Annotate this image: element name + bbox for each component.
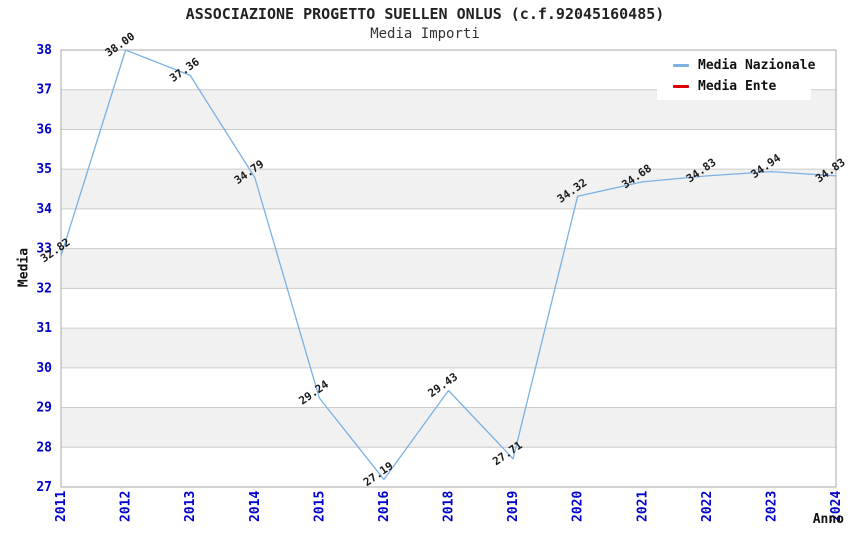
legend-item-label: Media Nazionale — [698, 58, 816, 73]
y-tick-label: 35 — [36, 162, 52, 177]
plot-band — [61, 407, 836, 448]
plot-border — [60, 49, 837, 488]
x-tick-label: 2019 — [506, 491, 521, 522]
point-label: 29.24 — [296, 378, 331, 408]
plot-band — [61, 328, 836, 368]
y-tick-label: 28 — [36, 440, 52, 455]
x-tick-label: 2024 — [829, 491, 844, 522]
series-line-media-nazionale — [60, 49, 837, 481]
y-tick-label: 31 — [36, 321, 52, 336]
x-tick-label: 2022 — [700, 491, 715, 522]
y-tick-label: 30 — [36, 361, 52, 376]
y-tick-label: 37 — [36, 83, 52, 98]
x-tick-label: 2014 — [248, 491, 263, 522]
x-tick-label: 2023 — [764, 491, 779, 522]
plot-band — [61, 248, 836, 289]
legend-item-media-ente: Media Ente — [673, 79, 811, 94]
point-label: 37.36 — [167, 55, 202, 85]
point-label: 29.43 — [426, 370, 461, 400]
x-tick-label: 2020 — [571, 491, 586, 522]
y-tick-label: 33 — [36, 242, 52, 257]
chart-subtitle: Media Importi — [370, 26, 480, 42]
x-tick-label: 2018 — [442, 491, 457, 522]
y-tick-label: 29 — [36, 401, 52, 416]
chart-title: ASSOCIAZIONE PROGETTO SUELLEN ONLUS (c.f… — [185, 5, 665, 23]
legend-swatch-icon — [673, 64, 689, 67]
legend-item-media-nazionale: Media Nazionale — [673, 58, 815, 73]
point-label: 27.19 — [361, 459, 396, 489]
y-tick-label: 38 — [36, 43, 52, 58]
y-tick-label: 36 — [36, 122, 52, 137]
x-tick-label: 2015 — [312, 491, 327, 522]
legend-item-label: Media Ente — [698, 79, 777, 94]
x-tick-label: 2021 — [635, 491, 650, 522]
y-tick-label: 34 — [36, 202, 52, 217]
y-tick-label: 27 — [36, 480, 52, 495]
chart-legend: Media Nazionale Media Ente — [657, 52, 815, 100]
legend-swatch-icon — [673, 85, 689, 88]
y-tick-label: 32 — [36, 281, 52, 296]
x-tick-label: 2011 — [54, 491, 69, 522]
x-tick-label: 2012 — [119, 491, 134, 522]
x-tick-label: 2016 — [377, 491, 392, 522]
x-tick-label: 2013 — [183, 491, 198, 522]
x-axis-title: Anno — [812, 512, 844, 527]
y-axis-title: Media — [16, 247, 32, 288]
